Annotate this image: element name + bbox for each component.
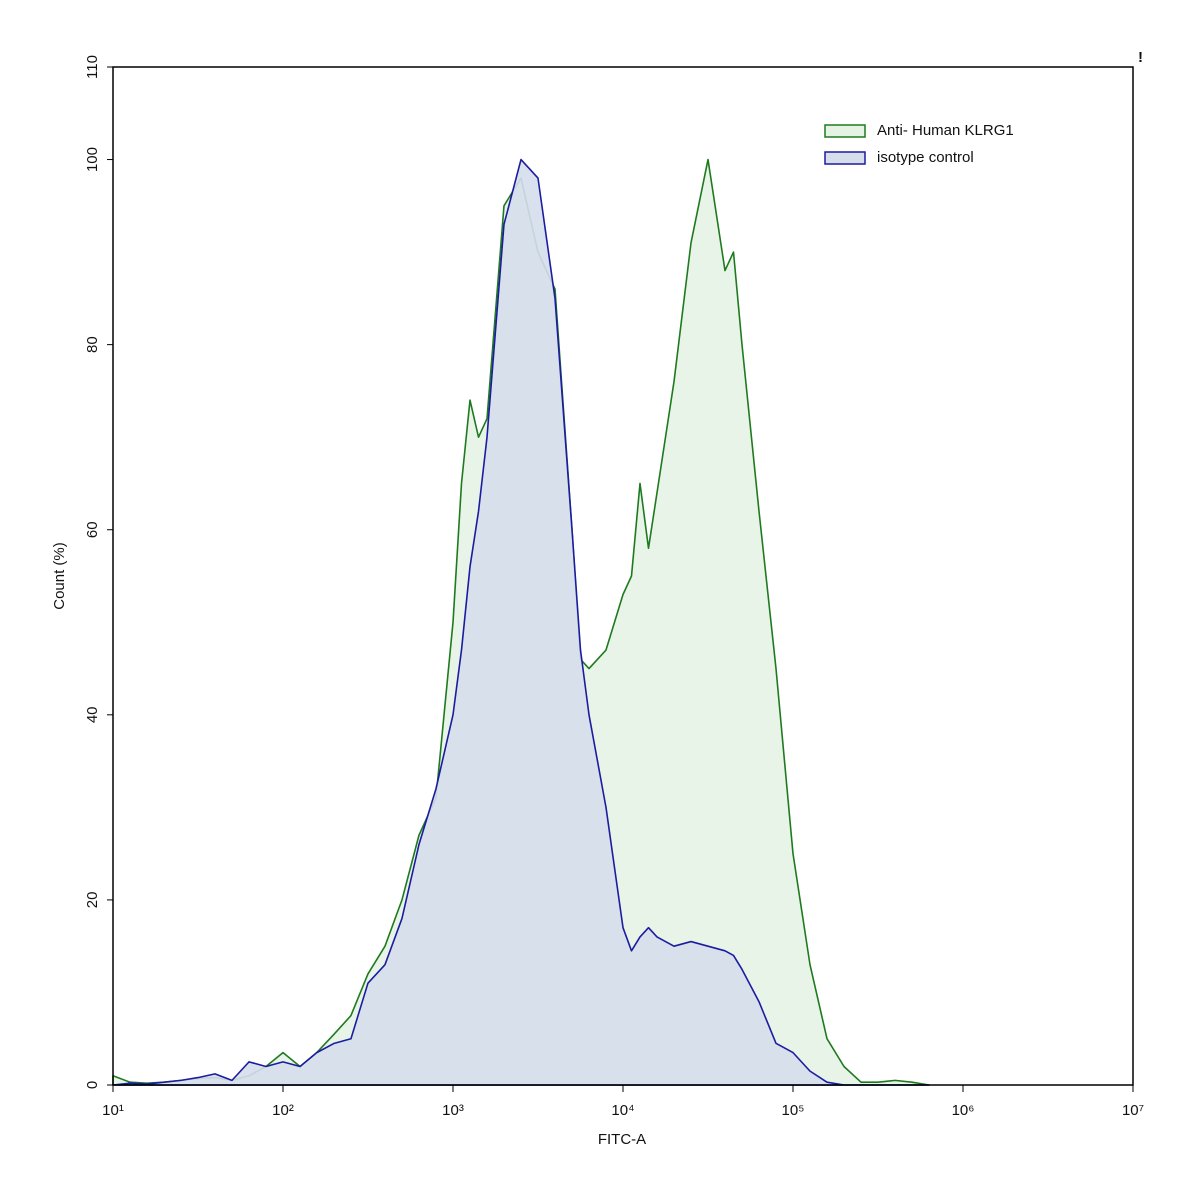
y-tick-label: 100	[84, 147, 101, 172]
x-tick-label: 10¹	[102, 1102, 124, 1119]
y-tick-label: 80	[84, 336, 101, 353]
y-tick-label: 60	[84, 521, 101, 538]
legend-label: isotype control	[877, 149, 974, 166]
x-axis-label: FITC-A	[598, 1131, 646, 1148]
annotation: !	[1138, 49, 1143, 66]
legend-swatch	[824, 124, 866, 138]
y-tick-label: 110	[84, 55, 101, 79]
legend-label: Anti- Human KLRG1	[877, 122, 1014, 139]
x-tick-label: 10⁷	[1122, 1102, 1144, 1119]
x-tick-label: 10³	[442, 1102, 464, 1119]
x-tick-label: 10⁶	[952, 1102, 975, 1119]
y-tick-label: 0	[84, 1081, 101, 1089]
x-tick-label: 10⁴	[611, 1102, 634, 1119]
y-tick-label: 20	[84, 892, 101, 909]
y-axis-label: Count (%)	[51, 542, 68, 610]
legend-swatch	[824, 151, 866, 165]
x-tick-label: 10²	[272, 1102, 294, 1119]
series-area	[112, 158, 930, 1086]
x-tick-label: 10⁵	[782, 1102, 805, 1119]
y-tick-label: 40	[84, 706, 101, 723]
